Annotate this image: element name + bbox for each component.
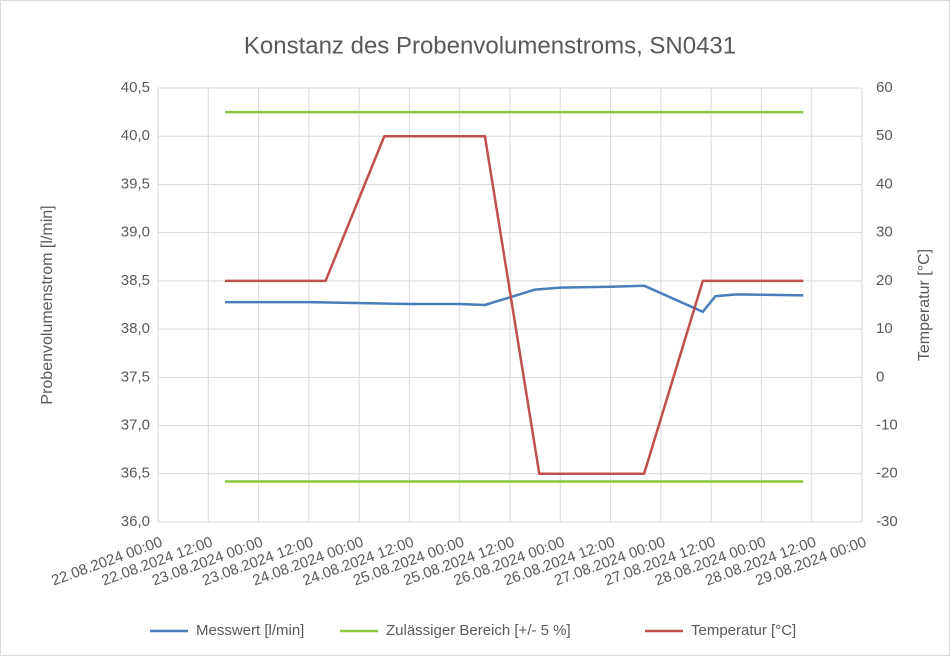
series-line bbox=[225, 134, 804, 476]
chart-title: Konstanz des Probenvolumenstroms, SN0431 bbox=[244, 32, 736, 59]
y-tick-label: 40,0 bbox=[121, 127, 150, 144]
y-tick-label: 36,5 bbox=[121, 465, 150, 482]
y-tick-label: 37,0 bbox=[121, 417, 150, 434]
y-tick-label: 38,0 bbox=[121, 320, 150, 337]
y-tick-label: 38,5 bbox=[121, 272, 150, 289]
y2-tick-label: -10 bbox=[876, 417, 898, 434]
legend-label: Zulässiger Bereich [+/- 5 %] bbox=[386, 622, 571, 639]
legend-label: Messwert [l/min] bbox=[196, 622, 304, 639]
y-tick-label: 39,5 bbox=[121, 175, 150, 192]
y2-tick-label: 60 bbox=[876, 79, 893, 96]
y-tick-label: 40,5 bbox=[121, 79, 150, 96]
y-tick-label: 39,0 bbox=[121, 224, 150, 241]
y2-tick-label: 40 bbox=[876, 175, 893, 192]
y-axis-label: Probenvolumenstrom [l/min] bbox=[39, 205, 56, 404]
y2-tick-label: -20 bbox=[876, 465, 898, 482]
y2-tick-label: 50 bbox=[876, 127, 893, 144]
y-tick-label: 37,5 bbox=[121, 368, 150, 385]
y2-tick-label: 0 bbox=[876, 368, 884, 385]
y2-axis-label: Temperatur [°C] bbox=[916, 249, 933, 361]
y2-tick-label: 30 bbox=[876, 224, 893, 241]
legend-label: Temperatur [°C] bbox=[691, 622, 796, 639]
y2-tick-label: 20 bbox=[876, 272, 893, 289]
y2-tick-label: -30 bbox=[876, 513, 898, 530]
y-tick-label: 36,0 bbox=[121, 513, 150, 530]
series-line bbox=[225, 284, 804, 314]
y2-tick-label: 10 bbox=[876, 320, 893, 337]
